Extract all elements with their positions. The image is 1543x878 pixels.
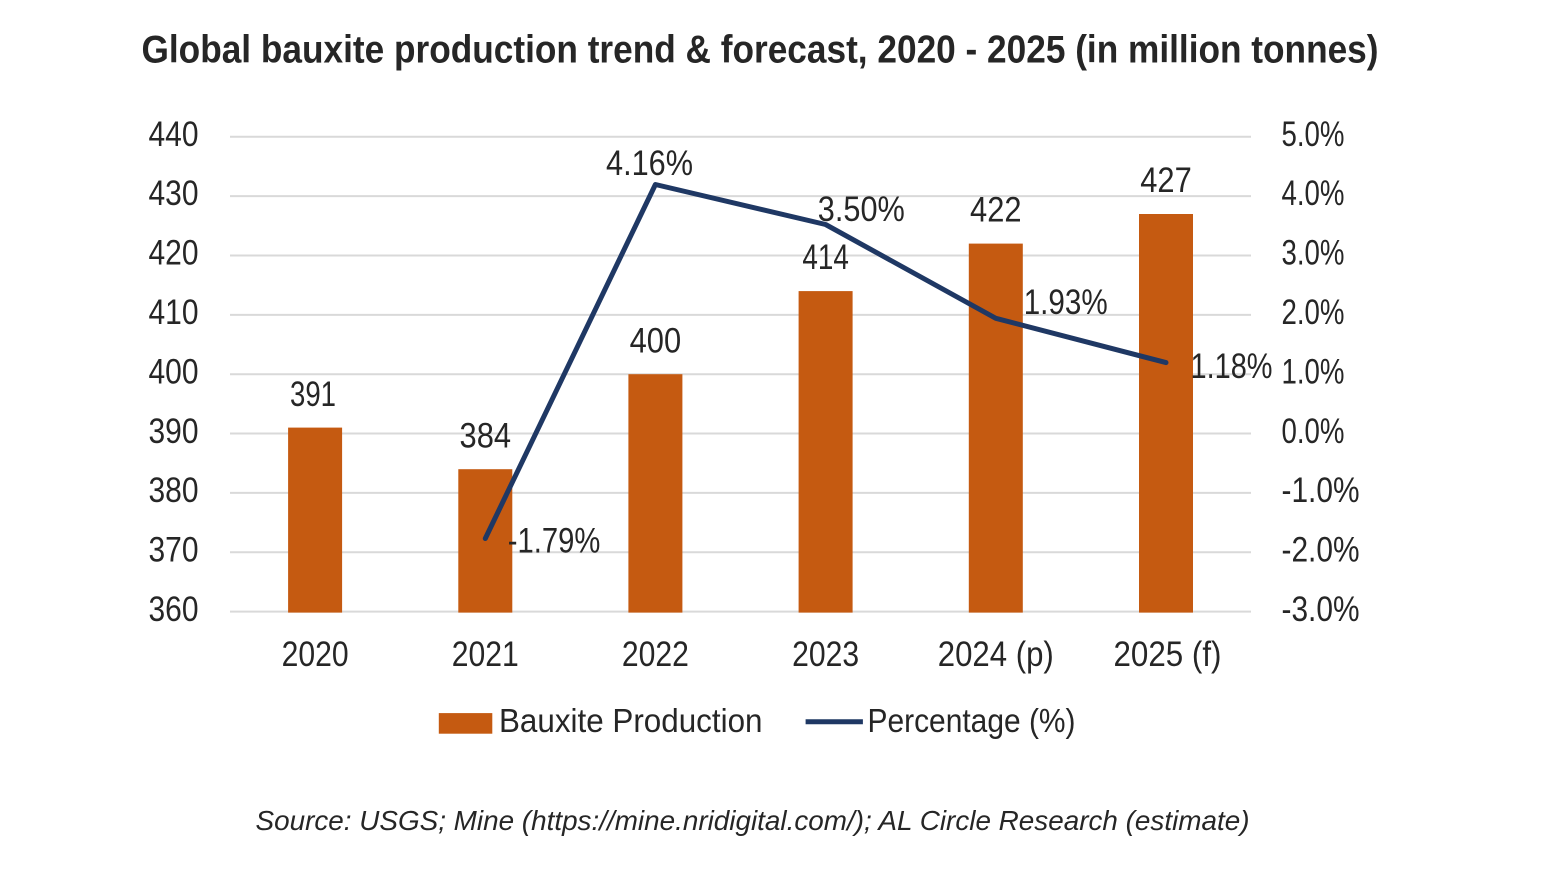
svg-text:Global bauxite production tren: Global bauxite production trend & foreca…: [142, 28, 1379, 71]
svg-text:1.18%: 1.18%: [1191, 347, 1273, 386]
svg-text:1.93%: 1.93%: [1024, 283, 1108, 322]
svg-text:-2.0%: -2.0%: [1282, 531, 1360, 570]
svg-text:360: 360: [149, 590, 199, 629]
svg-text:430: 430: [149, 174, 199, 213]
svg-text:2021: 2021: [452, 635, 519, 674]
svg-text:390: 390: [149, 412, 199, 451]
svg-text:427: 427: [1140, 161, 1192, 200]
svg-text:400: 400: [630, 321, 682, 360]
svg-text:2.0%: 2.0%: [1282, 293, 1345, 332]
svg-text:Bauxite Production: Bauxite Production: [499, 702, 763, 739]
svg-text:5.0%: 5.0%: [1282, 115, 1345, 154]
svg-text:2020: 2020: [282, 635, 349, 674]
svg-text:-3.0%: -3.0%: [1282, 590, 1360, 629]
svg-text:440: 440: [149, 115, 199, 154]
svg-text:410: 410: [149, 293, 199, 332]
svg-text:4.0%: 4.0%: [1282, 174, 1345, 213]
svg-text:400: 400: [149, 352, 199, 391]
svg-text:380: 380: [149, 471, 199, 510]
svg-text:422: 422: [970, 191, 1022, 230]
svg-text:2025 (f): 2025 (f): [1114, 635, 1222, 674]
svg-text:391: 391: [290, 375, 336, 414]
svg-text:4.16%: 4.16%: [606, 144, 693, 183]
svg-text:2022: 2022: [622, 635, 689, 674]
svg-text:3.0%: 3.0%: [1282, 234, 1345, 273]
svg-text:Percentage (%): Percentage (%): [868, 702, 1076, 739]
svg-text:2024 (p): 2024 (p): [938, 635, 1054, 674]
svg-text:414: 414: [802, 238, 849, 277]
svg-text:384: 384: [460, 416, 512, 455]
svg-text:1.0%: 1.0%: [1282, 352, 1345, 391]
svg-text:2023: 2023: [792, 635, 859, 674]
svg-text:370: 370: [149, 531, 199, 570]
svg-text:420: 420: [149, 234, 199, 273]
svg-text:3.50%: 3.50%: [818, 190, 905, 229]
svg-text:-1.0%: -1.0%: [1282, 471, 1360, 510]
svg-text:0.0%: 0.0%: [1282, 412, 1345, 451]
svg-text:-1.79%: -1.79%: [508, 521, 601, 560]
svg-text:Source: USGS; Mine (https://mi: Source: USGS; Mine (https://mine.nridigi…: [256, 805, 1250, 836]
